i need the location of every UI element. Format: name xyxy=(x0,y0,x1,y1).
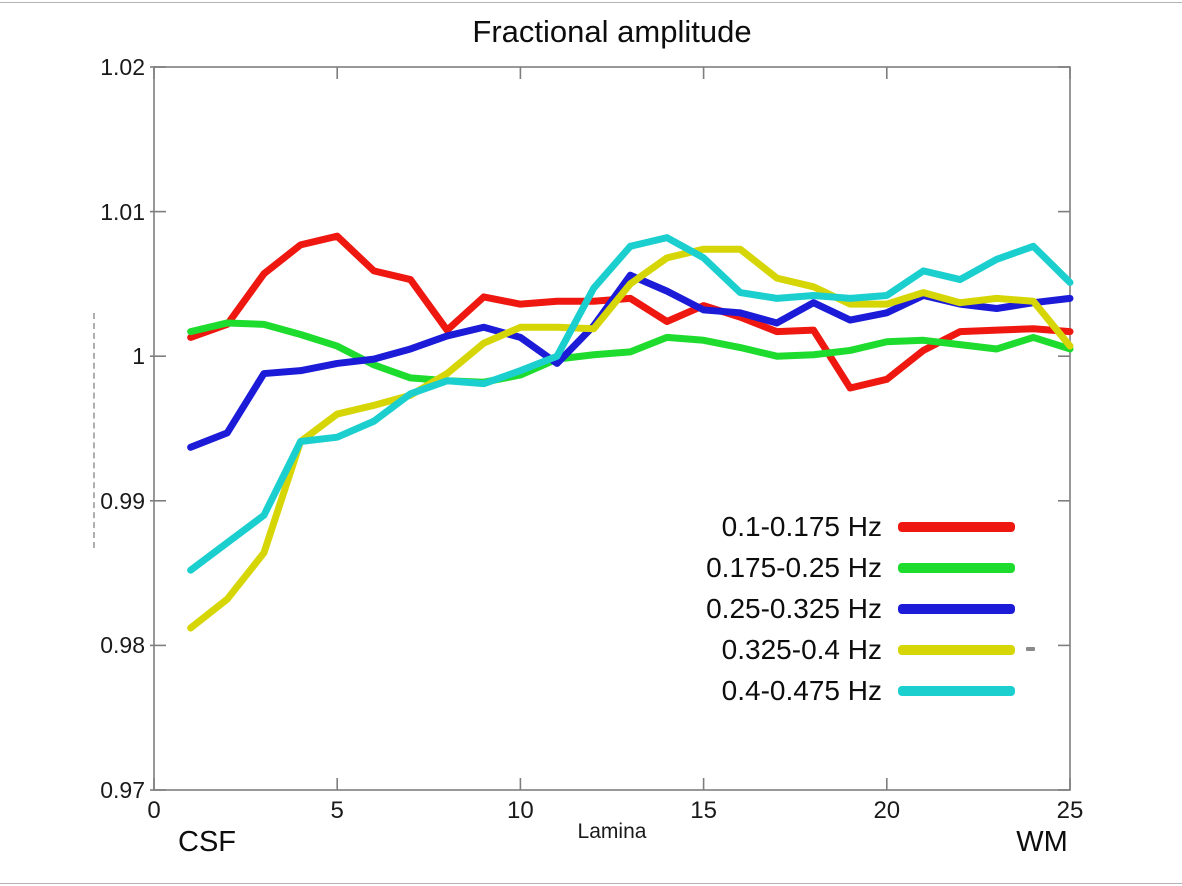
chart-title: Fractional amplitude xyxy=(472,14,752,49)
csf-endpoint-label: CSF xyxy=(178,826,236,858)
y-tick-label-1: 1 xyxy=(132,343,145,370)
series-line-0-175-0-25-hz xyxy=(187,319,1074,386)
x-axis-label: Lamina xyxy=(577,820,647,843)
legend-swatch-2 xyxy=(898,563,1015,573)
y-tick-label-0.98: 0.98 xyxy=(100,632,145,659)
axes-box xyxy=(153,66,1071,791)
series-line-0-1-0-175-hz xyxy=(187,232,1074,392)
legend-label-1: 0.1-0.175 Hz xyxy=(721,511,882,542)
series-line-0-4-0-475-hz xyxy=(187,234,1074,574)
wm-endpoint-label: WM xyxy=(1016,826,1068,858)
legend-label-4: 0.325-0.4 Hz xyxy=(721,634,882,665)
y-tick-label-0.99: 0.99 xyxy=(100,487,145,514)
legend-swatch-5 xyxy=(898,686,1015,696)
x-tick-label-25: 25 xyxy=(1056,797,1084,824)
legend-label-2: 0.175-0.25 Hz xyxy=(706,552,882,583)
x-tick-label-10: 10 xyxy=(507,797,534,824)
figure-bottom-border xyxy=(0,883,1182,884)
x-tick-label-15: 15 xyxy=(690,797,717,824)
stray-dash-artifact xyxy=(1026,647,1035,651)
x-tick-label-20: 20 xyxy=(873,797,901,824)
series-line-0-325-0-4-hz xyxy=(187,245,1074,632)
figure-top-border xyxy=(0,2,1182,3)
legend-swatch-4 xyxy=(898,645,1015,655)
legend-label-5: 0.4-0.475 Hz xyxy=(721,675,882,706)
legend-swatch-3 xyxy=(898,604,1015,614)
y-tick-label-1.02: 1.02 xyxy=(100,54,145,80)
y-tick-label-1.01: 1.01 xyxy=(100,198,145,225)
y-tick-label-0.97: 0.97 xyxy=(100,777,145,803)
legend-label-3: 0.25-0.325 Hz xyxy=(706,593,882,624)
stray-dashed-line-artifact xyxy=(93,313,95,548)
x-tick-label-5: 5 xyxy=(330,797,344,824)
legend-swatch-1 xyxy=(898,522,1015,532)
x-tick-label-0: 0 xyxy=(147,797,161,824)
